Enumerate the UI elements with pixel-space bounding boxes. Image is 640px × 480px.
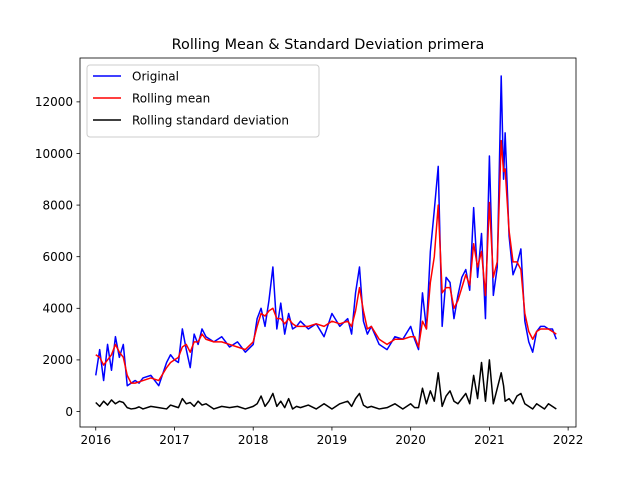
series-line-2 [95,359,557,410]
axes-frame [79,57,577,428]
y-tick-label: 8000 [42,198,73,212]
x-tick-label: 2021 [474,433,505,447]
series-line-1 [95,139,557,384]
x-tick-label: 2018 [238,433,269,447]
x-tick-label: 2020 [395,433,426,447]
y-tick-label: 0 [65,405,73,419]
legend: Original Rolling mean Rolling standard dev… [86,64,320,138]
x-tick-label: 2022 [553,433,584,447]
y-tick-label: 12000 [35,95,73,109]
y-tick-label: 2000 [42,353,73,367]
y-tick-label: 6000 [42,250,73,264]
x-tick-label: 2019 [317,433,348,447]
legend-label-2: Rolling standard deviation [132,113,289,127]
legend-box [86,64,320,138]
chart-title: Rolling Mean & Standard Deviation primer… [172,37,485,53]
y-tick-label: 4000 [42,302,73,316]
y-tick-label: 10000 [35,147,73,161]
x-tick-label: 2017 [159,433,190,447]
y-axis: 0 2000 4000 6000 8000 10000 12000 [35,95,80,419]
legend-label-1: Rolling mean [132,91,210,105]
series-line-0 [95,75,558,387]
x-axis: 2016 2017 2018 2019 2020 2021 2022 [80,427,583,447]
series-layer [95,75,558,410]
legend-label-0: Original [132,69,179,83]
x-tick-label: 2016 [80,433,111,447]
